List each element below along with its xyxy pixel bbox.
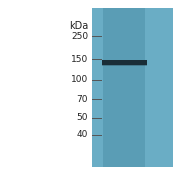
Text: 250: 250	[71, 32, 88, 41]
Bar	[102, 64, 147, 66]
Bar	[92, 8, 173, 167]
Text: 40: 40	[77, 130, 88, 139]
Bar	[102, 60, 147, 65]
Text: 50: 50	[76, 113, 88, 122]
Text: 70: 70	[76, 95, 88, 104]
Text: 150: 150	[71, 55, 88, 64]
Text: kDa: kDa	[69, 21, 88, 31]
Bar	[103, 8, 145, 167]
Text: 100: 100	[71, 75, 88, 84]
Bar	[102, 60, 147, 63]
